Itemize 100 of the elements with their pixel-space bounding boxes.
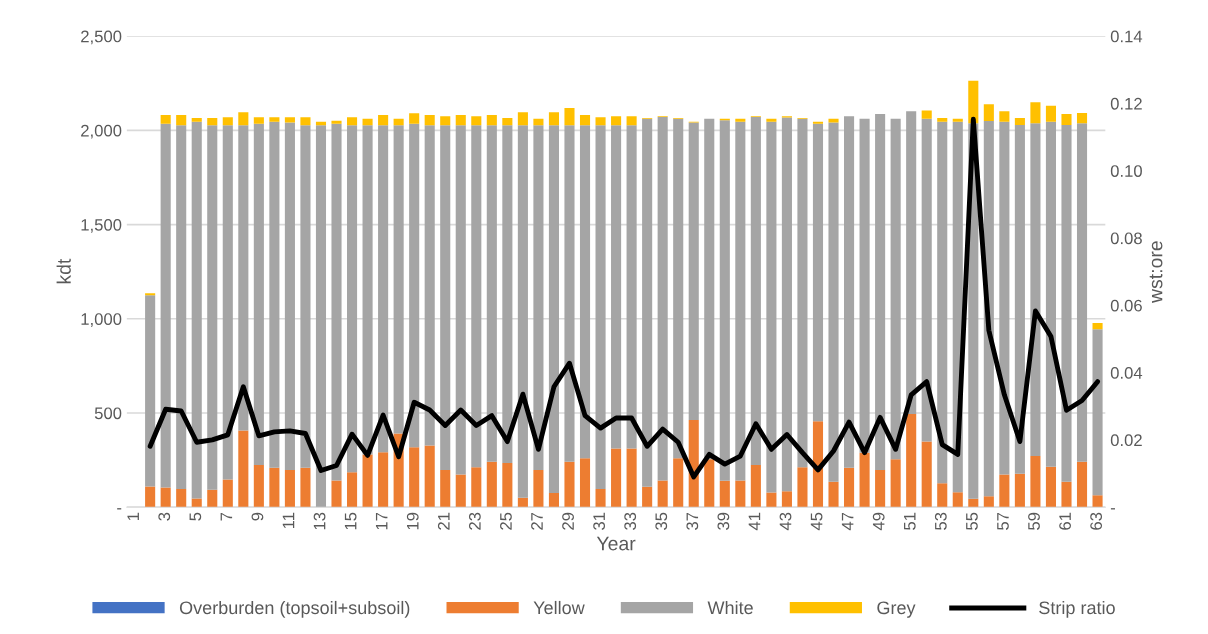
bar xyxy=(222,479,233,508)
bar xyxy=(393,125,404,434)
bar xyxy=(548,112,559,126)
bar xyxy=(331,480,342,508)
bar xyxy=(222,117,233,126)
bar xyxy=(362,118,373,126)
bar xyxy=(611,116,622,126)
y-tick-label: - xyxy=(117,508,122,510)
bar xyxy=(983,496,994,508)
bar xyxy=(548,493,559,508)
bar xyxy=(1014,473,1025,508)
bar xyxy=(378,452,389,508)
bar xyxy=(269,467,280,508)
bar xyxy=(1045,121,1057,467)
bar xyxy=(766,118,777,122)
bar xyxy=(455,474,466,508)
x-tick-label: 53 xyxy=(934,512,947,530)
x-tick-label: 39 xyxy=(717,512,730,530)
bar xyxy=(455,125,466,475)
bar xyxy=(579,125,591,459)
bar xyxy=(828,122,839,482)
y-tick-label: 500 xyxy=(94,407,122,420)
bar xyxy=(222,125,233,480)
bar xyxy=(999,121,1010,475)
bar xyxy=(238,112,249,126)
bar xyxy=(781,117,792,492)
bar xyxy=(191,117,202,122)
bar xyxy=(502,117,513,126)
legend-label: Yellow xyxy=(533,600,585,615)
bar xyxy=(517,125,528,498)
line-series xyxy=(147,116,1100,480)
legend-label: Grey xyxy=(877,601,916,618)
x-tick-label: 61 xyxy=(1059,512,1071,530)
y-tick-label: 2,500 xyxy=(81,30,122,45)
bar xyxy=(1030,102,1041,124)
bar xyxy=(828,118,839,123)
y2-tick-label: 0.12 xyxy=(1110,97,1142,110)
bar xyxy=(548,125,559,494)
bar xyxy=(284,117,295,123)
bar xyxy=(191,121,202,499)
bar xyxy=(1045,105,1057,122)
bar xyxy=(533,469,544,508)
bar xyxy=(595,488,606,508)
bar xyxy=(875,469,886,508)
bar xyxy=(160,114,171,124)
bar xyxy=(704,459,715,508)
bar xyxy=(409,113,420,124)
bar xyxy=(253,123,264,465)
bar xyxy=(160,123,171,488)
x-tick-label: 7 xyxy=(220,512,233,521)
bar xyxy=(921,441,932,508)
bar xyxy=(906,111,917,415)
bar xyxy=(440,469,451,508)
x-tick-label: 25 xyxy=(500,512,512,530)
y-tick-label: 2,000 xyxy=(81,124,122,139)
bar xyxy=(859,118,870,453)
bar xyxy=(626,125,637,449)
bar xyxy=(704,118,715,460)
bar xyxy=(1061,113,1072,125)
bar xyxy=(471,116,482,126)
x-tick-label: 41 xyxy=(748,512,761,531)
bar xyxy=(502,125,513,464)
bar xyxy=(1092,322,1103,330)
bar xyxy=(1061,481,1072,508)
y2-tick-label: 0.06 xyxy=(1110,299,1142,312)
bar xyxy=(735,480,746,508)
bar xyxy=(766,492,777,508)
x-tick-label: 33 xyxy=(624,512,637,530)
bar xyxy=(486,114,497,126)
x-tick-label: 13 xyxy=(313,512,326,530)
x-tick-label: 5 xyxy=(189,512,202,521)
bar xyxy=(207,117,218,126)
bar xyxy=(875,113,886,470)
x-tick-label: 17 xyxy=(375,512,388,530)
bar xyxy=(284,122,295,470)
bar xyxy=(440,116,451,126)
bar xyxy=(781,491,792,508)
bar xyxy=(533,125,544,470)
bar xyxy=(517,112,528,126)
x-tick-label: 59 xyxy=(1028,512,1040,530)
bar xyxy=(253,117,264,124)
bar xyxy=(269,117,280,122)
y-tick-label: 1,000 xyxy=(81,313,122,327)
bar xyxy=(719,120,730,481)
bar xyxy=(1030,123,1041,456)
bar xyxy=(812,121,824,124)
bar xyxy=(626,116,637,126)
bar xyxy=(1014,124,1025,474)
bar xyxy=(750,116,761,465)
bar xyxy=(409,123,420,448)
bar xyxy=(844,467,855,508)
bar xyxy=(937,483,948,508)
bar xyxy=(1014,117,1025,125)
y2-tick-label: - xyxy=(1110,508,1115,510)
bar xyxy=(393,118,404,126)
bar xyxy=(471,125,482,468)
bar xyxy=(564,461,575,508)
bar xyxy=(347,472,358,508)
bar xyxy=(517,497,528,508)
bar xyxy=(176,114,187,126)
